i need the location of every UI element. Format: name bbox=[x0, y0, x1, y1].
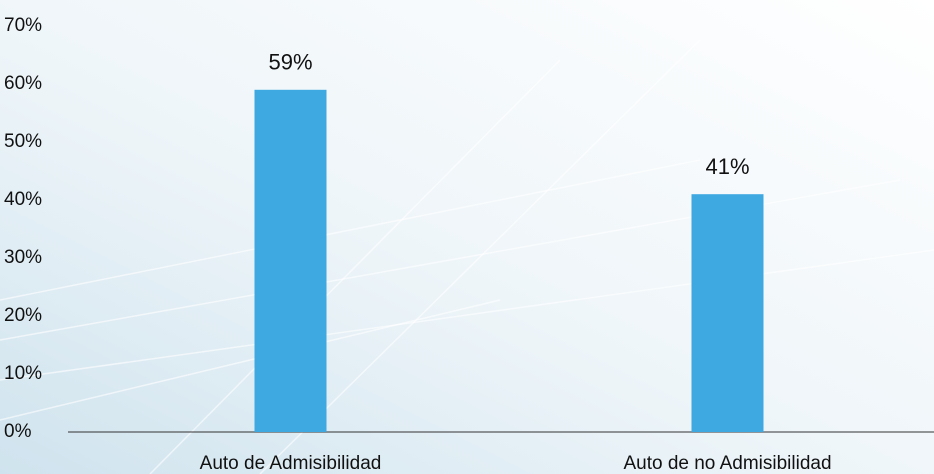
y-tick-label: 30% bbox=[4, 247, 42, 268]
y-tick-label: 50% bbox=[4, 131, 42, 152]
bar bbox=[254, 89, 327, 433]
y-tick-label: 70% bbox=[4, 15, 42, 36]
y-tick-label: 40% bbox=[4, 189, 42, 210]
y-tick-label: 60% bbox=[4, 73, 42, 94]
y-tick-label: 20% bbox=[4, 305, 42, 326]
x-tick-label: Auto de no Admisibilidad bbox=[623, 453, 831, 474]
bar bbox=[691, 194, 764, 432]
y-tick-label: 0% bbox=[4, 421, 32, 442]
value-label: 41% bbox=[705, 154, 749, 179]
y-tick-label: 10% bbox=[4, 363, 42, 384]
background-pattern bbox=[0, 39, 934, 474]
x-tick-label: Auto de Admisibilidad bbox=[200, 453, 382, 474]
value-label: 59% bbox=[268, 50, 312, 75]
